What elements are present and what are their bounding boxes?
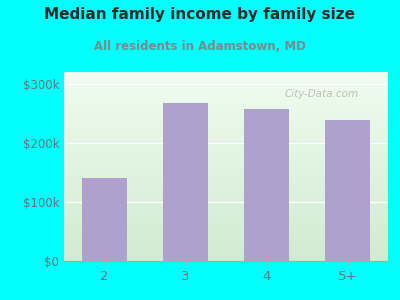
Text: All residents in Adamstown, MD: All residents in Adamstown, MD <box>94 40 306 53</box>
Bar <box>244 109 289 261</box>
Bar <box>325 120 370 261</box>
Text: City-Data.com: City-Data.com <box>284 89 358 99</box>
Bar <box>163 103 208 261</box>
Bar <box>82 178 127 261</box>
Text: Median family income by family size: Median family income by family size <box>44 8 356 22</box>
